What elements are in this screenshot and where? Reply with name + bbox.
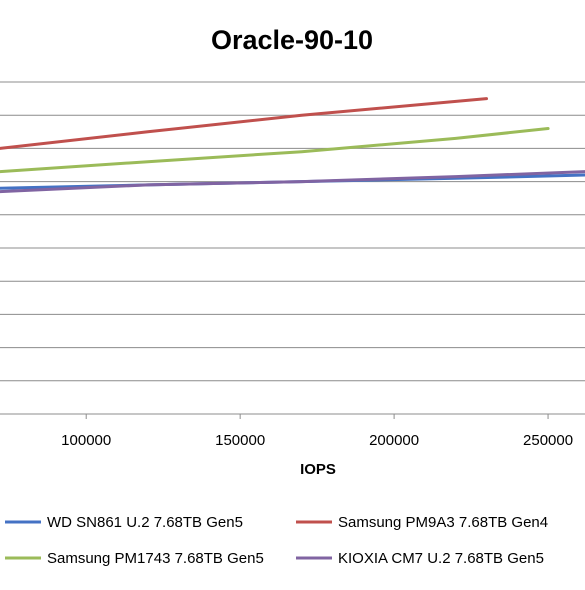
series-line bbox=[0, 170, 585, 194]
series-lines bbox=[0, 97, 585, 194]
legend-label: WD SN861 U.2 7.68TB Gen5 bbox=[47, 514, 243, 531]
legend-label: Samsung PM1743 7.68TB Gen5 bbox=[47, 550, 264, 567]
x-tick-label: 100000 bbox=[61, 432, 111, 449]
series-line bbox=[0, 127, 550, 174]
legend-label: KIOXIA CM7 U.2 7.68TB Gen5 bbox=[338, 550, 544, 567]
x-tick-label: 250000 bbox=[523, 432, 573, 449]
chart-title: Oracle-90-10 bbox=[211, 25, 373, 55]
x-tick-label: 200000 bbox=[369, 432, 419, 449]
x-axis-title: IOPS bbox=[300, 461, 336, 478]
x-tick-label: 150000 bbox=[215, 432, 265, 449]
series-line bbox=[0, 97, 488, 150]
x-axis: 100000 150000 200000 250000 bbox=[61, 414, 573, 449]
legend: WD SN861 U.2 7.68TB Gen5 Samsung PM9A3 7.… bbox=[5, 514, 548, 567]
gridlines bbox=[0, 81, 585, 415]
legend-label: Samsung PM9A3 7.68TB Gen4 bbox=[338, 514, 548, 531]
